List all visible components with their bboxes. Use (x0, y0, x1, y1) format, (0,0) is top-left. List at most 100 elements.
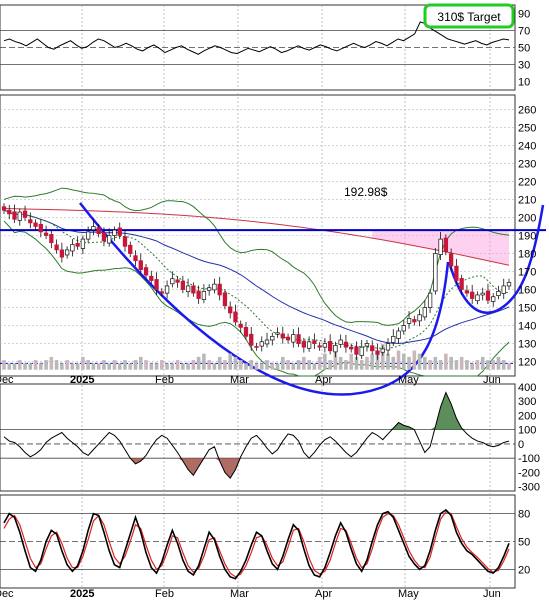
y-tick-label-price: 160 (518, 285, 536, 297)
y-tick-label-price: 200 (518, 212, 536, 224)
candle-body (243, 327, 249, 337)
candle-body (43, 232, 49, 236)
candle-body (138, 260, 143, 271)
volume-bar (244, 363, 248, 370)
volume-bar (438, 360, 443, 370)
handle-curve (447, 204, 545, 314)
candle-body (128, 244, 133, 254)
volume-bar (417, 353, 422, 370)
volume-bar (407, 356, 411, 370)
candle-body (464, 290, 470, 294)
candle-body (233, 311, 238, 323)
cci-positive-fill (4, 392, 509, 430)
x-tick-label: Feb (155, 374, 174, 386)
panel-frame-cci (0, 383, 516, 492)
volume-bar (317, 356, 322, 370)
target-box (423, 3, 515, 29)
volume-bar (217, 356, 222, 370)
candle-body (370, 345, 375, 352)
x-tick-label: Jun (483, 588, 501, 600)
y-tick-label-rsi: 10 (518, 77, 530, 89)
candle-body (96, 227, 101, 235)
volume-bar (2, 360, 6, 370)
volume-bar (491, 360, 496, 370)
candle-body (396, 330, 401, 339)
x-tick-label: Dec (0, 588, 14, 600)
y-tick-label-price: 250 (518, 122, 536, 134)
candle-body (291, 334, 296, 343)
candle-body (259, 341, 264, 347)
volume-bar (291, 363, 296, 370)
candle-body (475, 294, 480, 302)
volume-bar (396, 350, 401, 370)
volume-bar (354, 356, 359, 370)
volume-bar (49, 356, 54, 370)
candle-body (354, 346, 359, 355)
target-label: 310$ Target (437, 10, 501, 24)
y-tick-label-cci: -100 (518, 453, 540, 465)
candle-body (406, 318, 412, 324)
candle-body (364, 343, 370, 347)
volume-bar (286, 360, 290, 370)
candle-body (238, 323, 243, 328)
volume-bar (196, 356, 201, 370)
candle-body (22, 210, 28, 218)
candle-body (217, 283, 222, 296)
volume-bar (212, 363, 217, 370)
volume-bar (486, 360, 490, 370)
x-tick-label: Apr (315, 374, 332, 386)
candle-body (180, 280, 186, 290)
x-tick-label: 2025 (70, 588, 94, 600)
volume-bar (207, 360, 211, 370)
y-tick-label-rsi: 30 (518, 60, 530, 72)
volume-bar (275, 363, 280, 370)
axis-labels: 9070503010260250240230220210200190180170… (0, 9, 540, 601)
candle-body (270, 336, 275, 341)
candle-body (122, 236, 128, 247)
volume-bar (281, 356, 285, 370)
y-tick-label-price: 130 (518, 339, 536, 351)
y-tick-label-stoch: 80 (518, 509, 530, 521)
volume-bar (349, 353, 353, 370)
candle-body (438, 238, 443, 255)
volume-bar (102, 360, 106, 370)
volume-bar (39, 363, 43, 370)
volume-bar (123, 360, 127, 370)
y-tick-label-price: 260 (518, 104, 536, 116)
volume-bar (238, 360, 243, 370)
candle-body (54, 244, 59, 251)
candle-body (112, 229, 117, 236)
volume-bar (202, 353, 206, 370)
candle-body (154, 279, 159, 290)
ma-long-line (3, 207, 510, 266)
candle-body (59, 249, 65, 258)
candle-body (338, 339, 343, 345)
candle-body (7, 209, 12, 215)
resistance-price-label: 192.98$ (344, 185, 388, 199)
volume-bar (60, 363, 64, 370)
volume-bar (75, 363, 80, 370)
volume-bar (312, 363, 317, 370)
candle-body (1, 206, 7, 211)
panel-frames (0, 4, 516, 589)
y-tick-label-stoch: 20 (518, 564, 530, 576)
volume-bar (70, 363, 75, 370)
volume-bar (259, 363, 264, 370)
bollinger-lower (3, 220, 510, 377)
candle-body (38, 223, 43, 233)
candle-body (296, 334, 301, 344)
volume-bar (186, 363, 190, 370)
volume-bar (323, 353, 327, 370)
volume-bar (249, 360, 254, 370)
x-tick-label: Mar (230, 588, 249, 600)
stoch-k-line (3, 508, 510, 580)
volume-bar (165, 363, 169, 370)
volume-bar (302, 356, 306, 370)
y-tick-label-cci: 300 (518, 396, 536, 408)
y-tick-label-rsi: 70 (518, 26, 530, 38)
candle-body (417, 314, 422, 322)
y-tick-label-cci: 400 (518, 382, 536, 394)
x-tick-label: Mar (230, 374, 249, 386)
volume-bar (344, 360, 348, 370)
